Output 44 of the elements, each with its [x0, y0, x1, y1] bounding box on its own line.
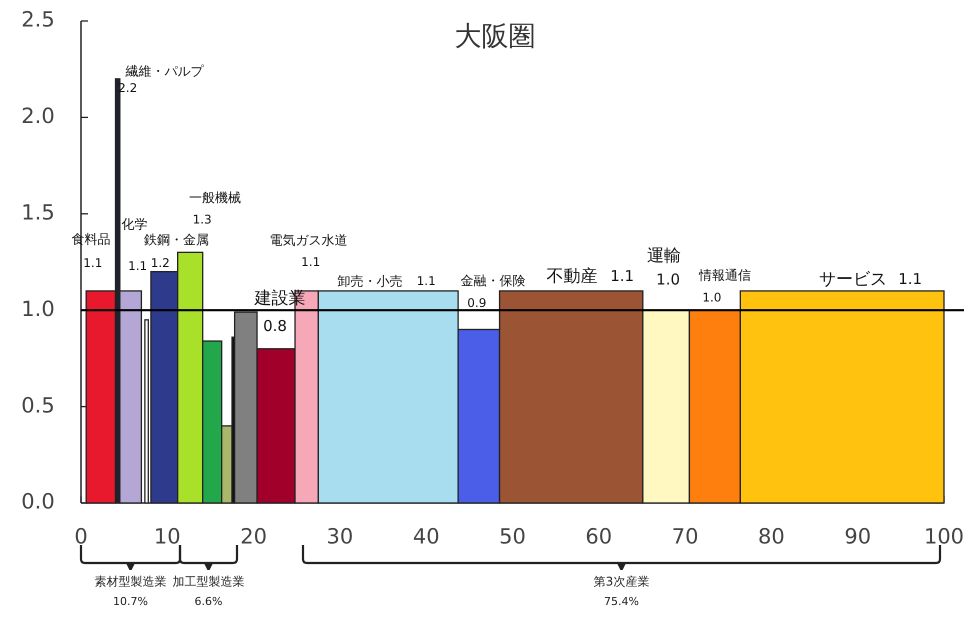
annotation: 不動産	[546, 266, 598, 287]
data-label: 1.1	[416, 274, 436, 288]
annotation: 金融・保険	[460, 274, 526, 290]
annotation: 繊維・パルプ	[124, 64, 205, 80]
x-tick-label: 50	[499, 524, 526, 549]
y-tick-label: 1.0	[21, 296, 55, 321]
x-tick-label: 30	[326, 524, 354, 549]
data-label: 1.0	[656, 270, 680, 288]
data-label: 1.1	[83, 256, 102, 270]
x-tick-label: 0	[74, 524, 88, 549]
data-label: 1.1	[128, 259, 148, 274]
x-tick-label: 80	[758, 524, 785, 549]
annotation: 鉄鋼・金属	[144, 233, 209, 248]
data-label: 1.0	[702, 290, 722, 304]
y-tick-label: 0.5	[21, 393, 55, 418]
x-tick-label: 100	[924, 524, 964, 549]
y-tick-label: 0.0	[21, 490, 55, 514]
y-tick-label: 1.5	[21, 200, 55, 225]
x-tick-label: 70	[672, 524, 698, 549]
data-label: 0.8	[263, 316, 287, 335]
text: 素材型製造業 10.7%	[94, 574, 166, 608]
data-label: 1.2	[150, 256, 170, 270]
data-label: 1.3	[192, 212, 212, 227]
y-tick-label: 2.0	[21, 104, 55, 128]
x-tick-label: 90	[844, 524, 872, 549]
annotation: 運輸	[647, 246, 682, 266]
annotation: 情報通信	[698, 268, 751, 284]
x-tick-label: 40	[412, 524, 440, 549]
data-label: 1.1	[610, 267, 634, 286]
chart-title: 大阪圏	[454, 21, 536, 52]
x-tick-label: 20	[240, 524, 267, 549]
x-tick-label: 60	[585, 524, 612, 549]
annotation: 一般機械	[189, 190, 242, 206]
text: 加工型製造業 6.6%	[172, 574, 244, 608]
data-label: 1.1	[301, 255, 320, 270]
y-tick-label: 2.5	[21, 8, 55, 32]
data-label: 0.9	[467, 296, 486, 310]
annotation: 電気ガス水道	[270, 233, 348, 248]
data-label: 1.1	[898, 270, 922, 288]
annotation: 化学	[122, 217, 148, 232]
text: 第3次産業 75.4%	[594, 574, 650, 608]
annotation: 卸売・小売	[338, 274, 403, 290]
x-tick-label: 10	[154, 524, 181, 549]
annotation: サービス	[819, 270, 888, 290]
